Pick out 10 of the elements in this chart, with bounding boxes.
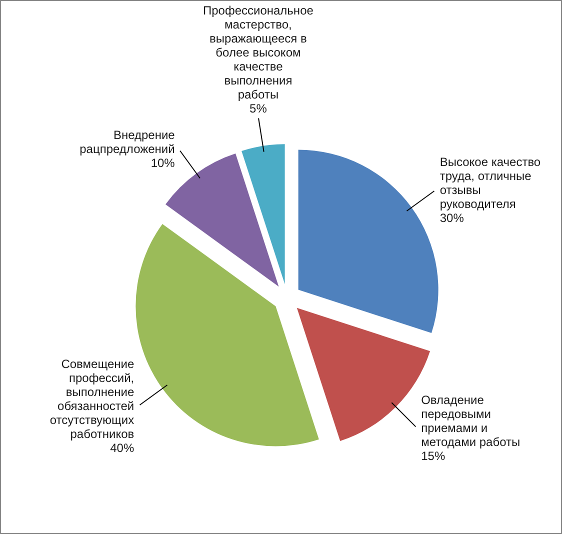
- slice-label: Профессиональное мастерство, выражающееся в более высоком качестве выполнения работы: [202, 3, 314, 102]
- data-label: 10%: [150, 156, 176, 170]
- data-label: 30%: [440, 210, 464, 225]
- slice-label: Внедрение рацпредложений: [80, 128, 176, 156]
- data-label: 5%: [250, 101, 268, 116]
- slice-label: Высокое качество труда, отличные отзывы руководителя: [440, 154, 541, 211]
- data-label: 15%: [421, 449, 446, 464]
- slice-label: Овладение передовыми приемами и методами работы: [421, 393, 520, 450]
- slice-label: Совмещение профессий, выполнение обязанностей отсутствующих работников: [50, 357, 134, 442]
- data-label: 40%: [110, 441, 134, 456]
